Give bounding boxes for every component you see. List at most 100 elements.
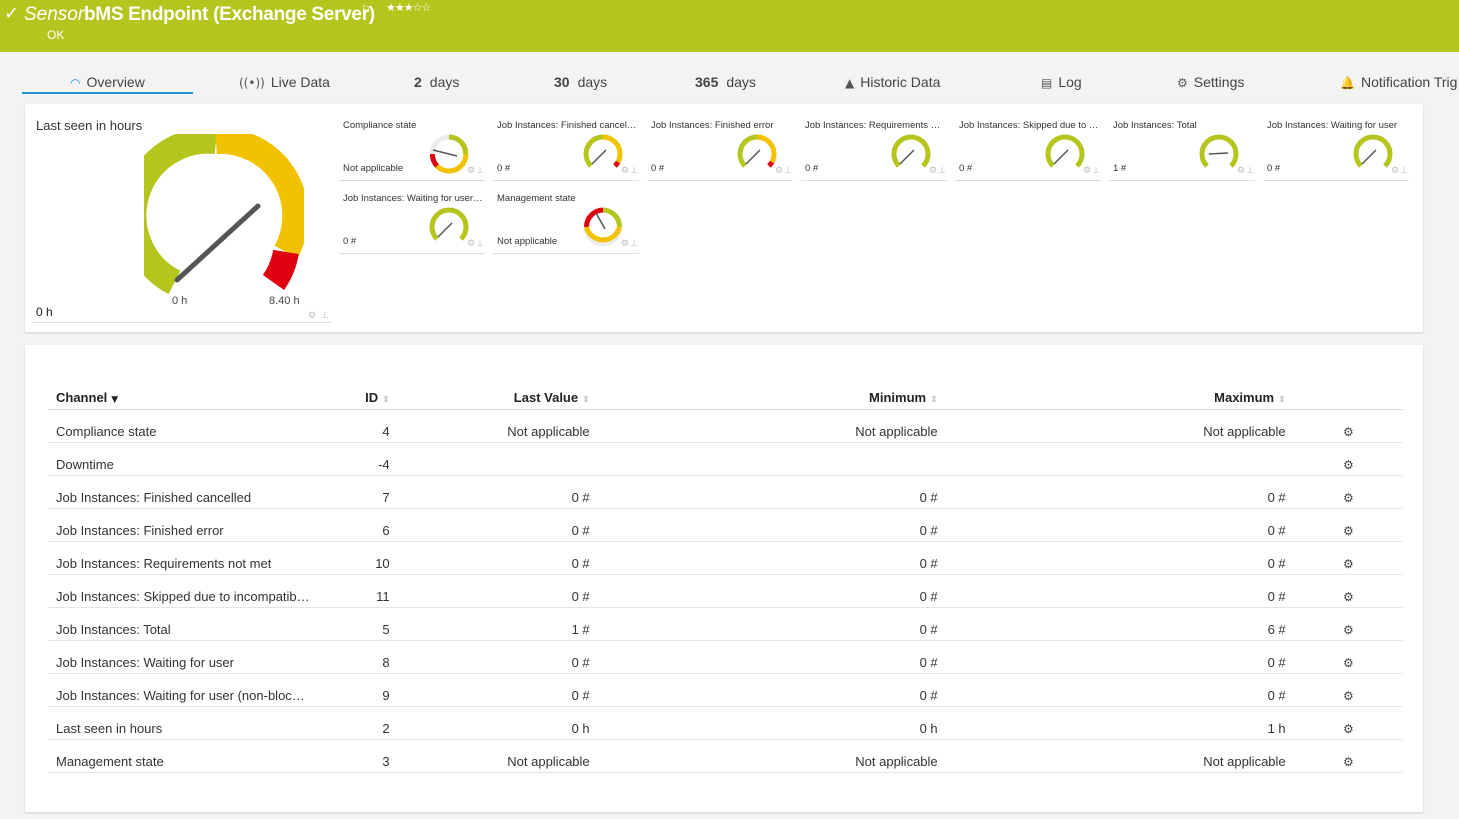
channel-cell: Compliance state: [48, 409, 318, 443]
divider: [339, 253, 485, 254]
row-actions: ⚙: [1293, 442, 1403, 476]
last-value-cell: 0 #: [397, 475, 598, 509]
gauge-tools-icon[interactable]: ⚙⊥: [467, 166, 485, 176]
header-id[interactable]: ID ⇕: [317, 381, 398, 410]
divider: [801, 180, 947, 181]
gauge-tools-icon[interactable]: ⚙⊥: [621, 166, 639, 176]
last-value-cell: 0 h: [397, 706, 598, 740]
mini-gauge-dial: [737, 134, 777, 168]
tab-notification-triggers[interactable]: 🔔 Notification Trig: [1340, 74, 1458, 90]
table-row[interactable]: Job Instances: Finished error 6 0 #0 #0 # ⚙: [48, 508, 1403, 542]
id-cell: 8: [317, 640, 398, 674]
mini-gauge-value: Not applicable: [343, 163, 404, 174]
channel-settings-icon[interactable]: ⚙: [1342, 754, 1354, 769]
mini-gauge-management-state[interactable]: Management state Not applicable ⚙⊥: [493, 187, 639, 255]
tab-log[interactable]: ▤ Log: [1041, 74, 1082, 90]
table-row[interactable]: Job Instances: Waiting for user (non-blo…: [48, 673, 1403, 707]
mini-gauge-title: Job Instances: Requirements not met: [805, 120, 945, 131]
last-value-cell: Not applicable: [397, 409, 598, 443]
channels-table: Channel ▼ ID ⇕ Last Value ⇕ Minimum ⇕ Maximu…: [48, 381, 1403, 773]
row-actions: ⚙: [1293, 475, 1403, 509]
gauge-tools-icon[interactable]: ⚙⊥: [929, 166, 947, 176]
status-text: OK: [47, 28, 65, 42]
channel-settings-icon[interactable]: ⚙: [1342, 424, 1354, 439]
table-row[interactable]: Job Instances: Requirements not met 10 0 #…: [48, 541, 1403, 575]
gauge-tools-icon[interactable]: ⚙⊥: [775, 166, 793, 176]
id-cell: 11: [317, 574, 398, 608]
mini-gauge-waiting-non-blocking[interactable]: Job Instances: Waiting for user (non-blo…: [339, 187, 485, 255]
flag-icon[interactable]: ⚐: [361, 3, 371, 16]
table-row[interactable]: Job Instances: Finished cancelled 7 0 #0 #…: [48, 475, 1403, 509]
maximum-cell: 0 #: [945, 640, 1294, 674]
priority-stars[interactable]: ★★★☆☆: [386, 1, 431, 14]
sort-icon: ⇕: [930, 394, 938, 405]
table-row[interactable]: Management state 3 Not applicable Not appli…: [48, 739, 1403, 773]
channel-settings-icon[interactable]: ⚙: [1342, 589, 1354, 604]
header-minimum[interactable]: Minimum ⇕: [597, 381, 946, 410]
mini-gauge-finished-error[interactable]: Job Instances: Finished error 0 # ⚙⊥: [647, 114, 793, 182]
channel-cell: Last seen in hours: [48, 706, 318, 740]
table-row[interactable]: Job Instances: Total 5 1 #0 #6 # ⚙: [48, 607, 1403, 641]
id-cell: 5: [317, 607, 398, 641]
mini-gauge-skipped[interactable]: Job Instances: Skipped due to incompatib…: [955, 114, 1101, 182]
minimum-cell: 0 #: [597, 607, 946, 641]
tab-bar: ◠ Overview ((•)) Live Data 2 days 30 days 36…: [0, 52, 1459, 96]
channel-settings-icon[interactable]: ⚙: [1342, 490, 1354, 505]
mini-gauge-title: Job Instances: Finished error: [651, 120, 774, 131]
maximum-cell: 0 #: [945, 541, 1294, 575]
sensor-type-label: Sensor: [24, 4, 85, 25]
mini-gauge-compliance-state[interactable]: Compliance state Not applicable ⚙⊥: [339, 114, 485, 182]
gauge-tools-icon[interactable]: ⚙⊥: [1083, 166, 1101, 176]
gauge-tools-icon[interactable]: ⚙⊥: [621, 239, 639, 249]
tab-30-days[interactable]: 30 days: [554, 74, 608, 90]
channel-settings-icon[interactable]: ⚙: [1342, 556, 1354, 571]
table-row[interactable]: Compliance state 4 Not applicable Not appli…: [48, 409, 1403, 443]
tab-2-days[interactable]: 2 days: [414, 74, 460, 90]
last-seen-gauge[interactable]: Last seen in hours 0 h 8.40 h 0 h ⚙ ⊥: [31, 112, 331, 323]
mini-gauge-dial: [1353, 134, 1393, 168]
mini-gauge-title: Job Instances: Waiting for user (non-blo…: [343, 193, 483, 204]
tab-historic-data[interactable]: ▲ Historic Data: [845, 74, 941, 90]
gauge-tools-icon[interactable]: ⚙⊥: [1391, 166, 1409, 176]
mini-gauge-total[interactable]: Job Instances: Total 1 # ⚙⊥: [1109, 114, 1255, 182]
channel-cell: Job Instances: Requirements not met: [48, 541, 318, 575]
gauge-tools-icon[interactable]: ⚙⊥: [1237, 166, 1255, 176]
channel-settings-icon[interactable]: ⚙: [1342, 688, 1354, 703]
channel-settings-icon[interactable]: ⚙: [1342, 523, 1354, 538]
header-last-value[interactable]: Last Value ⇕: [397, 381, 598, 410]
table-header-row: Channel ▼ ID ⇕ Last Value ⇕ Minimum ⇕ Maximu…: [48, 381, 1403, 410]
mini-gauge-value: 0 #: [497, 163, 511, 174]
minimum-cell: 0 h: [597, 706, 946, 740]
gauge-tools-icon[interactable]: ⚙ ⊥: [308, 311, 330, 321]
table-row[interactable]: Job Instances: Waiting for user 8 0 #0 #0 …: [48, 640, 1403, 674]
mini-gauge-waiting-for-user[interactable]: Job Instances: Waiting for user 0 # ⚙⊥: [1263, 114, 1409, 182]
maximum-cell: 0 #: [945, 574, 1294, 608]
mini-gauge-dial: [1045, 134, 1085, 168]
sensor-header: ✓ Sensor bMS Endpoint (Exchange Server) …: [0, 0, 1459, 52]
channel-settings-icon[interactable]: ⚙: [1342, 721, 1354, 736]
mini-gauge-finished-cancelled[interactable]: Job Instances: Finished cancelled 0 # ⚙⊥: [493, 114, 639, 182]
header-channel[interactable]: Channel ▼: [48, 381, 318, 410]
tab-live-data[interactable]: ((•)) Live Data: [239, 74, 330, 90]
gauge-value: 0 h: [36, 305, 53, 319]
row-actions: ⚙: [1293, 640, 1403, 674]
channels-panel: Channel ▼ ID ⇕ Last Value ⇕ Minimum ⇕ Maximu…: [25, 345, 1423, 812]
maximum-cell: [945, 442, 1294, 476]
divider: [955, 180, 1101, 181]
mini-gauge-dial: [891, 134, 931, 168]
channel-settings-icon[interactable]: ⚙: [1342, 457, 1354, 472]
id-cell: 2: [317, 706, 398, 740]
tab-settings[interactable]: ⚙ Settings: [1177, 74, 1245, 90]
channel-settings-icon[interactable]: ⚙: [1342, 655, 1354, 670]
channel-settings-icon[interactable]: ⚙: [1342, 622, 1354, 637]
minimum-cell: 0 #: [597, 574, 946, 608]
minimum-cell: Not applicable: [597, 409, 946, 443]
header-maximum[interactable]: Maximum ⇕: [945, 381, 1294, 410]
table-row[interactable]: Downtime -4 ⚙: [48, 442, 1403, 476]
mini-gauge-requirements-not-met[interactable]: Job Instances: Requirements not met 0 # …: [801, 114, 947, 182]
table-row[interactable]: Job Instances: Skipped due to incompatib…: [48, 574, 1403, 608]
tab-overview[interactable]: ◠ Overview: [22, 74, 193, 94]
gauge-tools-icon[interactable]: ⚙⊥: [467, 239, 485, 249]
tab-365-days[interactable]: 365 days: [695, 74, 756, 90]
